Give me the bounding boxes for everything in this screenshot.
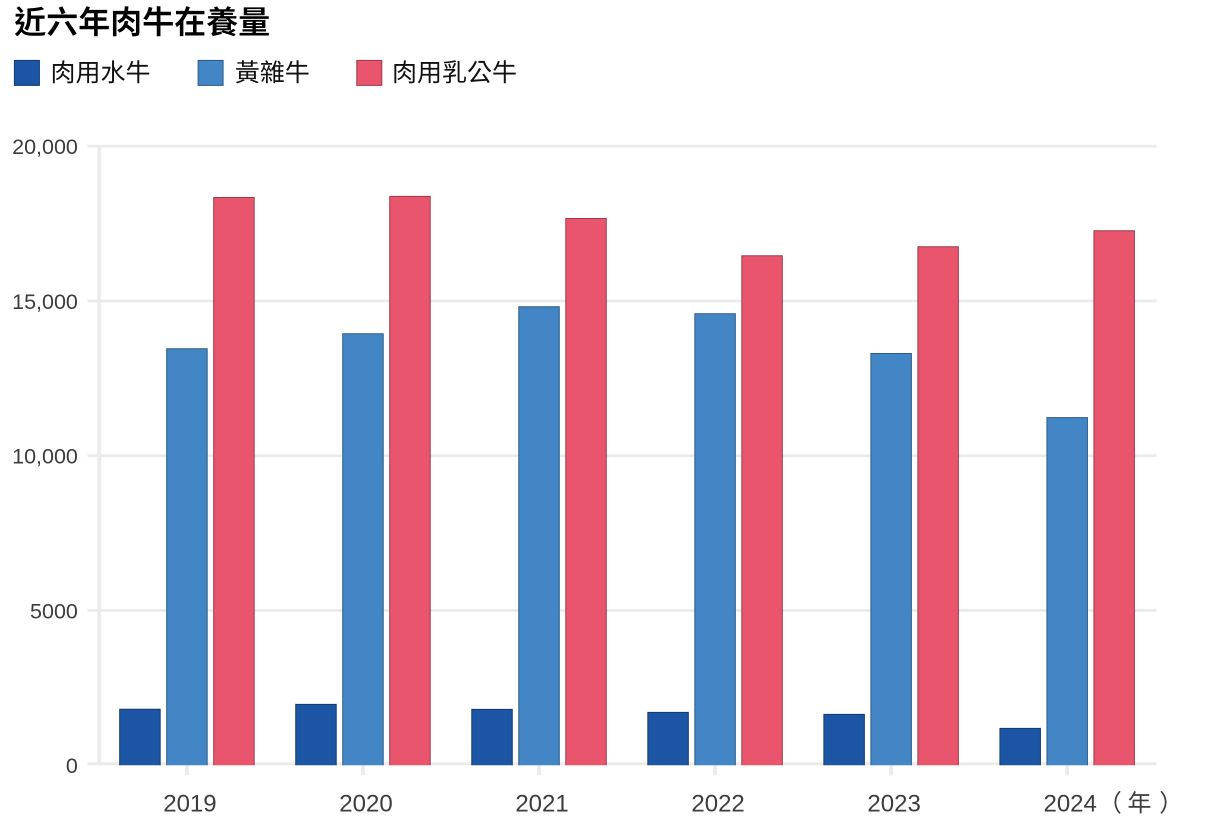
svg-text:2024: 2024 — [1043, 791, 1096, 818]
svg-text:20,000: 20,000 — [12, 135, 78, 159]
svg-text:2021: 2021 — [515, 791, 568, 818]
svg-text:2020: 2020 — [339, 791, 392, 818]
svg-text:2019: 2019 — [163, 791, 216, 818]
svg-text:15,000: 15,000 — [12, 290, 78, 314]
svg-text:2022: 2022 — [691, 791, 744, 818]
svg-text:0: 0 — [66, 754, 78, 778]
svg-text:5000: 5000 — [30, 599, 78, 623]
svg-text:2023: 2023 — [867, 791, 920, 818]
svg-text:10,000: 10,000 — [12, 445, 78, 469]
